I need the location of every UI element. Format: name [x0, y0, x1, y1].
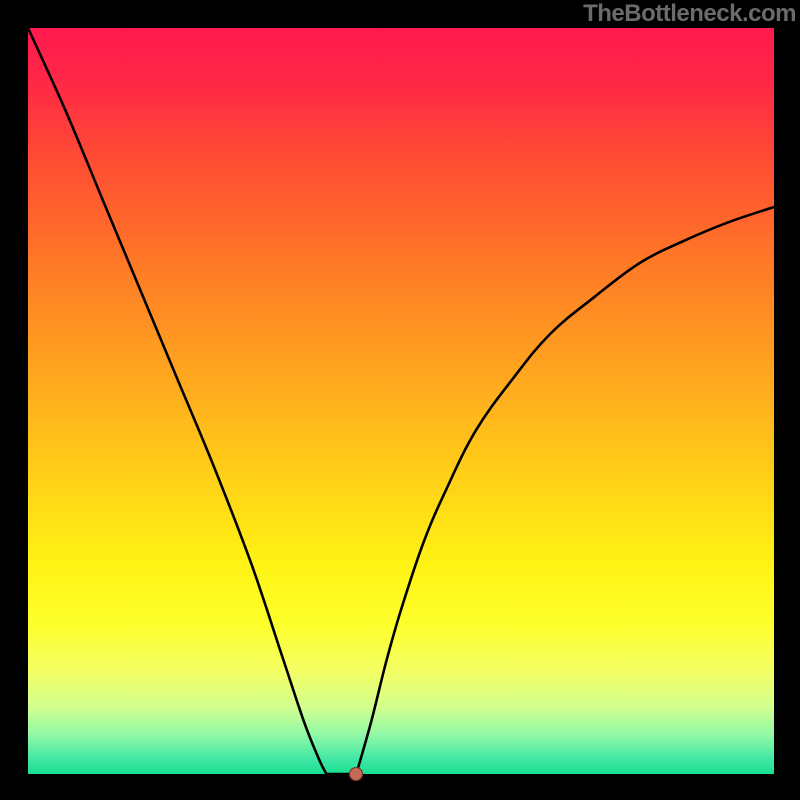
marker-dot: [349, 767, 363, 781]
bottleneck-curve: [28, 28, 774, 774]
curve-svg: [28, 28, 774, 774]
image-root: TheBottleneck.com: [0, 0, 800, 800]
plot-inner: [28, 28, 774, 774]
watermark-text: TheBottleneck.com: [583, 0, 796, 28]
plot-area: [28, 28, 774, 774]
